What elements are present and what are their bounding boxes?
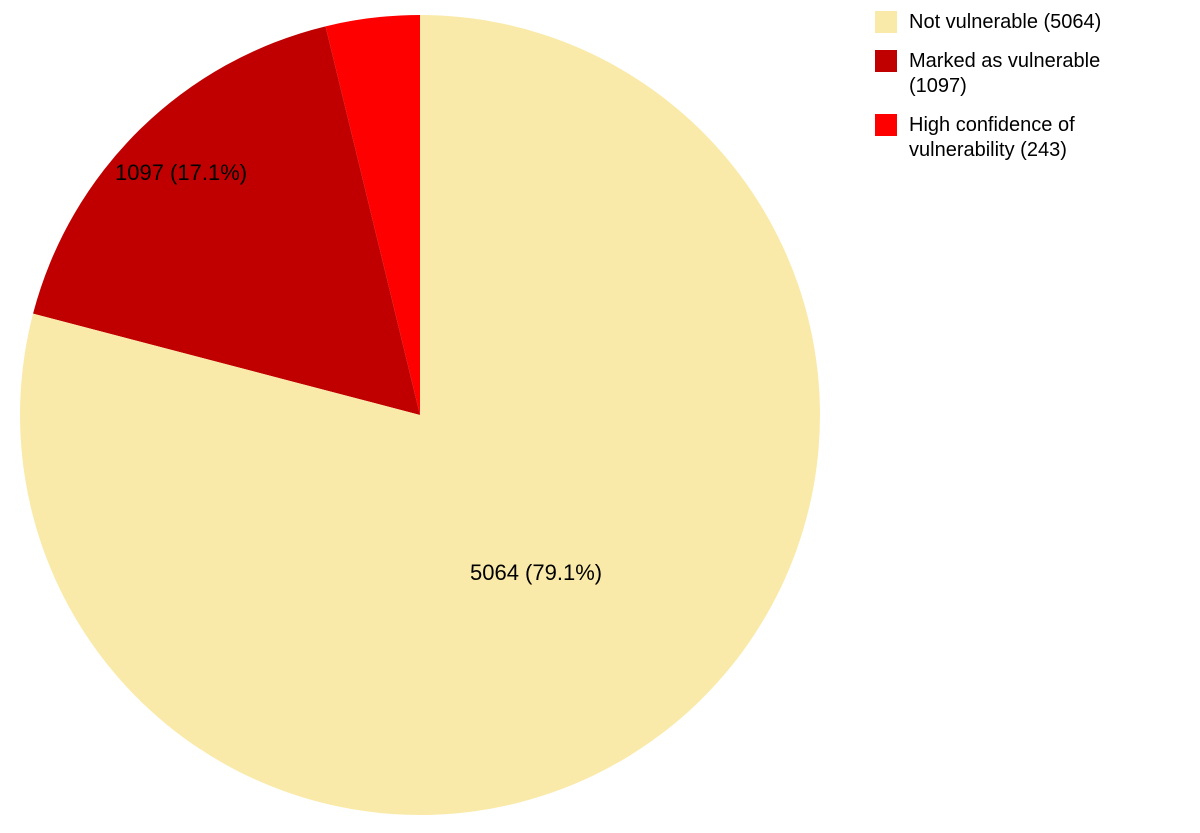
legend-text: Not vulnerable (5064) xyxy=(909,10,1101,35)
legend-swatch xyxy=(875,114,897,136)
legend-text: Marked as vulnerable (1097) xyxy=(909,49,1139,99)
legend-swatch xyxy=(875,11,897,33)
legend-item-marked-vulnerable: Marked as vulnerable (1097) xyxy=(875,49,1175,99)
slice-label-marked-vulnerable: 1097 (17.1%) xyxy=(115,160,247,186)
slice-label-not-vulnerable: 5064 (79.1%) xyxy=(470,560,602,586)
legend: Not vulnerable (5064) Marked as vulnerab… xyxy=(875,10,1175,177)
legend-text: High confidence of vulnerability (243) xyxy=(909,113,1139,163)
legend-item-high-confidence: High confidence of vulnerability (243) xyxy=(875,113,1175,163)
legend-swatch xyxy=(875,50,897,72)
legend-item-not-vulnerable: Not vulnerable (5064) xyxy=(875,10,1175,35)
